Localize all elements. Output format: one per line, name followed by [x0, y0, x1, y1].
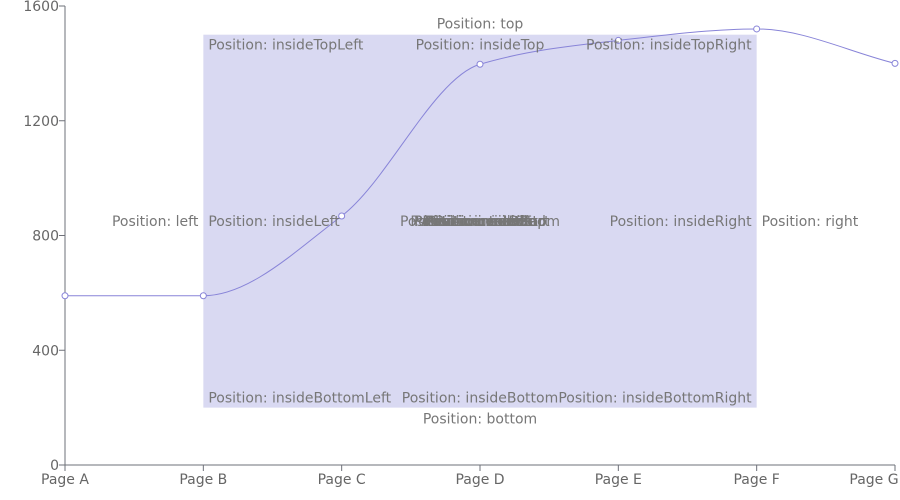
reference-area-labels: Position: top Position: insideTopLeft Posi… — [112, 17, 859, 428]
reference-area — [203, 34, 757, 408]
x-tick-label: Page G — [849, 472, 898, 488]
area-label-insideBottomLeft: Position: insideBottomLeft — [208, 391, 391, 407]
area-label-insideLeft: Position: insideLeft — [208, 214, 340, 230]
y-tick-label: 1200 — [23, 114, 59, 130]
y-tick-label: 0 — [50, 458, 59, 474]
x-tick-label: Page D — [455, 472, 504, 488]
area-label-top: Position: top — [437, 17, 524, 33]
area-label-insideBottom: Position: insideBottom — [402, 391, 558, 407]
area-label-center-overlap: Position: end — [435, 214, 525, 230]
area-label-center-overlap: Position: center — [426, 214, 535, 230]
area-label-center-overlap: Position: inside — [427, 214, 532, 230]
area-label-center-overlap: Position: outside — [422, 214, 537, 230]
data-points — [61, 25, 899, 300]
area-label-insideTopRight: Position: insideTopRight — [586, 38, 752, 54]
x-axis: Page A Page B Page C Page D Page E Page F Page… — [41, 464, 899, 488]
y-tick-label: 400 — [32, 343, 59, 359]
area-label-insideTop: Position: insideTop — [416, 38, 545, 54]
area-label-insideRight: Position: insideRight — [610, 214, 753, 230]
x-tick-label: Page C — [318, 472, 366, 488]
area-label-insideTopLeft: Position: insideTopLeft — [208, 38, 364, 54]
data-point — [61, 292, 69, 300]
area-label-center-overlap: Position: middle — [424, 214, 535, 230]
x-tick-label: Page E — [595, 472, 642, 488]
data-point — [476, 60, 484, 68]
data-point — [753, 25, 761, 33]
x-tick-label: Page F — [733, 472, 779, 488]
area-label-left: Position: left — [112, 214, 199, 230]
y-tick-label: 1600 — [23, 0, 59, 15]
y-tick-label: 800 — [32, 229, 59, 245]
area-label-center-overlap: Position: centerBottom — [400, 214, 560, 230]
data-point — [199, 292, 207, 300]
area-label-right: Position: right — [762, 214, 859, 230]
area-label-center-overlap: Position: centerTop — [414, 214, 546, 230]
data-point — [614, 36, 622, 44]
area-label-insideBottomRight: Position: insideBottomRight — [558, 391, 752, 407]
data-point — [338, 212, 346, 220]
y-axis: 0 400 800 1200 1600 — [23, 0, 66, 474]
data-point — [891, 59, 899, 67]
area-label-center-overlap: Position: insideEnd — [414, 214, 546, 230]
x-tick-label: Page B — [179, 472, 227, 488]
area-label-center-overlap: Position: insideStart — [410, 214, 550, 230]
x-tick-label: Page A — [41, 472, 89, 488]
area-label-bottom: Position: bottom — [423, 412, 537, 428]
